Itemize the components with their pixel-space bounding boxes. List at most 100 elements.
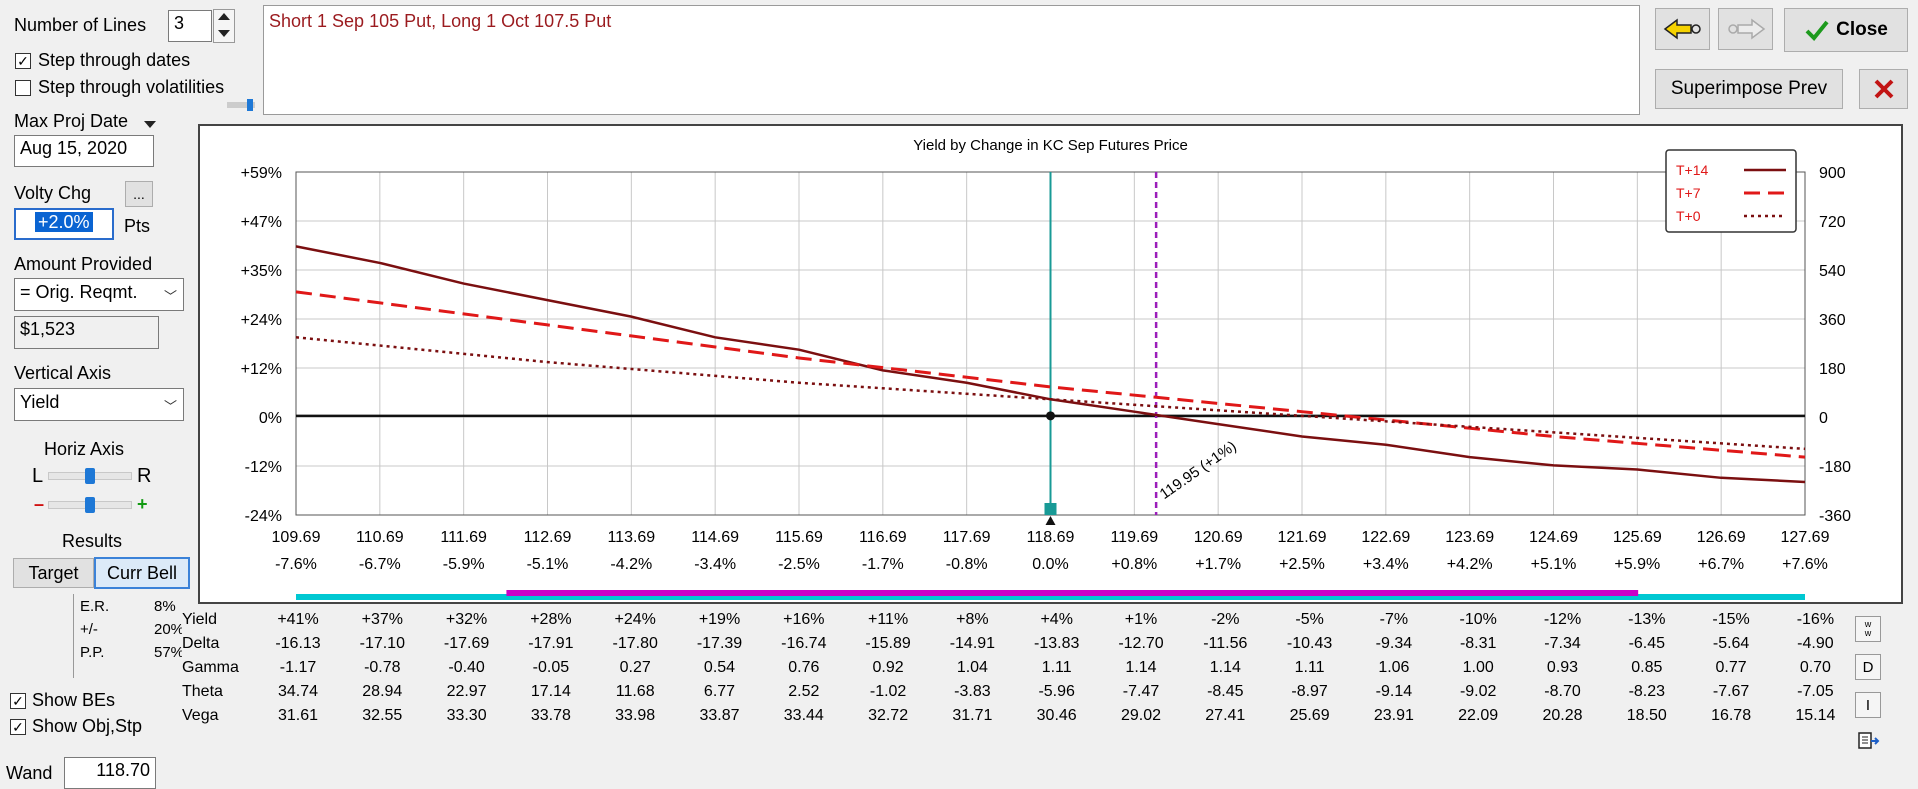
arrow-left-icon xyxy=(1663,18,1701,40)
y-right-tick-label: 0 xyxy=(1819,410,1828,427)
x-pct-tick-label: +6.7% xyxy=(1698,556,1744,573)
result-pm-value: 20% xyxy=(154,621,182,638)
x-tick-label: 125.69 xyxy=(1613,529,1662,546)
horiz-lr-slider-thumb[interactable] xyxy=(85,468,95,484)
volty-chg-input[interactable]: +2.0% xyxy=(14,208,114,240)
step-vols-checkbox[interactable] xyxy=(15,80,31,96)
spin-up-icon[interactable] xyxy=(218,13,230,20)
x-pct-tick-label: -2.5% xyxy=(778,556,820,573)
show-bes-checkbox[interactable]: ✓ xyxy=(10,693,26,709)
prev-button[interactable] xyxy=(1655,8,1710,50)
small-slider-thumb[interactable] xyxy=(227,99,255,111)
greek-cell: +8% xyxy=(956,611,989,628)
greek-cell: -8.45 xyxy=(1207,683,1244,700)
horiz-zoom-slider-thumb[interactable] xyxy=(85,497,95,513)
show-obj-label: Show Obj,Stp xyxy=(32,716,143,736)
horiz-minus-label[interactable]: – xyxy=(34,494,45,514)
step-vols-label: Step through volatilities xyxy=(38,77,225,97)
chevron-down-icon: ﹀ xyxy=(163,289,177,304)
target-tab[interactable]: Target xyxy=(13,558,94,588)
greek-cell: -4.90 xyxy=(1797,635,1834,652)
amount-provided-select[interactable]: = Orig. Reqmt. ﹀ xyxy=(14,278,184,311)
greek-cell: 1.06 xyxy=(1378,659,1410,676)
x-tick-label: 116.69 xyxy=(859,529,907,546)
spin-down-icon[interactable] xyxy=(218,30,230,37)
greek-cell: -13% xyxy=(1628,611,1666,628)
volty-chg-button[interactable]: ... xyxy=(125,181,153,207)
yield-chart[interactable]: Yield by Change in KC Sep Futures Price 1… xyxy=(200,126,1901,602)
max-proj-date-label[interactable]: Max Proj Date xyxy=(14,111,129,131)
x-pct-tick-label: +0.8% xyxy=(1111,556,1157,573)
curr-bell-tab[interactable]: Curr Bell xyxy=(94,557,190,589)
greek-cell: -3.83 xyxy=(954,683,991,700)
greek-cell: -9.14 xyxy=(1375,683,1413,700)
show-obj-checkbox[interactable]: ✓ xyxy=(10,719,26,735)
result-pm-label: +/- xyxy=(80,621,98,638)
greek-cell: 11.68 xyxy=(615,683,655,700)
side-button-w[interactable]: w w xyxy=(1855,616,1881,642)
greek-cell: +37% xyxy=(361,611,403,628)
number-of-lines-spinner[interactable] xyxy=(213,9,235,43)
y-right-tick-label: 180 xyxy=(1819,361,1846,378)
greek-cell: +41% xyxy=(277,611,319,628)
greek-cell: -17.39 xyxy=(696,635,743,652)
chevron-down-icon: ﹀ xyxy=(163,399,177,414)
number-of-lines-input[interactable]: 3 xyxy=(168,10,212,42)
y-right-tick-label: 360 xyxy=(1819,312,1846,329)
chevron-down-icon[interactable] xyxy=(144,121,156,128)
greek-cell: 33.30 xyxy=(446,707,487,724)
close-button[interactable]: Close xyxy=(1784,8,1908,52)
step-dates-checkbox[interactable]: ✓ xyxy=(15,53,31,69)
side-button-i[interactable]: I xyxy=(1855,692,1881,718)
greek-cell: 31.61 xyxy=(277,707,319,724)
greek-row-label: Theta xyxy=(182,683,223,700)
vertical-axis-select[interactable]: Yield ﹀ xyxy=(14,388,184,421)
greek-cell: 0.76 xyxy=(788,659,820,676)
series-line-tplus0 xyxy=(295,336,1806,451)
vertical-axis-label: Vertical Axis xyxy=(14,363,112,383)
result-pp-label: P.P. xyxy=(80,644,105,661)
greek-cell: 1.00 xyxy=(1462,659,1494,676)
result-er-label: E.R. xyxy=(80,598,110,615)
greek-cell: -9.02 xyxy=(1459,683,1497,700)
wand-input[interactable]: 118.70 xyxy=(64,757,156,789)
greek-cell: 0.70 xyxy=(1799,659,1831,676)
horiz-r-label: R xyxy=(137,465,152,487)
x-tick-label: 120.69 xyxy=(1194,529,1243,546)
legend-label: T+7 xyxy=(1676,185,1701,201)
greek-cell: +28% xyxy=(530,611,572,628)
side-button-d[interactable]: D xyxy=(1855,654,1881,680)
amount-provided-value: = Orig. Reqmt. xyxy=(20,282,138,302)
horiz-axis-label: Horiz Axis xyxy=(44,439,125,459)
x-pct-tick-label: -1.7% xyxy=(862,556,904,573)
volty-chg-label: Volty Chg xyxy=(14,183,92,203)
range-bar-outer xyxy=(296,594,1805,600)
greek-cell: +1% xyxy=(1124,611,1158,628)
y-right-tick-label: -180 xyxy=(1819,459,1851,476)
chart-panel[interactable]: Yield by Change in KC Sep Futures Price 1… xyxy=(198,124,1903,604)
x-tick-label: 126.69 xyxy=(1697,529,1746,546)
export-icon[interactable] xyxy=(1857,730,1881,752)
greek-cell: 29.02 xyxy=(1120,707,1162,724)
greek-cell: 22.09 xyxy=(1458,707,1499,724)
greek-cell: 31.71 xyxy=(952,707,993,724)
x-pct-tick-label: +1.7% xyxy=(1195,556,1241,573)
target-price-label: 119.95 (+1%) xyxy=(1157,438,1240,503)
greek-cell: -12.70 xyxy=(1118,635,1164,652)
x-tick-label: 113.69 xyxy=(607,529,655,546)
next-button xyxy=(1718,8,1773,50)
position-description[interactable]: Short 1 Sep 105 Put, Long 1 Oct 107.5 Pu… xyxy=(263,5,1640,115)
clear-button[interactable] xyxy=(1859,69,1908,109)
x-tick-label: 118.69 xyxy=(1027,529,1075,546)
greek-cell: -7% xyxy=(1379,611,1409,628)
greek-cell: -10.43 xyxy=(1286,635,1333,652)
x-pct-tick-label: +4.2% xyxy=(1447,556,1493,573)
horiz-plus-label[interactable]: + xyxy=(137,494,148,514)
max-proj-date-input[interactable]: Aug 15, 2020 xyxy=(14,135,154,167)
current-price-marker[interactable] xyxy=(1044,503,1057,515)
superimpose-prev-button[interactable]: Superimpose Prev xyxy=(1655,69,1843,109)
greek-cell: 30.46 xyxy=(1036,707,1077,724)
greek-cell: -11.56 xyxy=(1203,635,1248,652)
greek-cell: 0.93 xyxy=(1546,659,1579,676)
x-tick-label: 115.69 xyxy=(775,529,823,546)
